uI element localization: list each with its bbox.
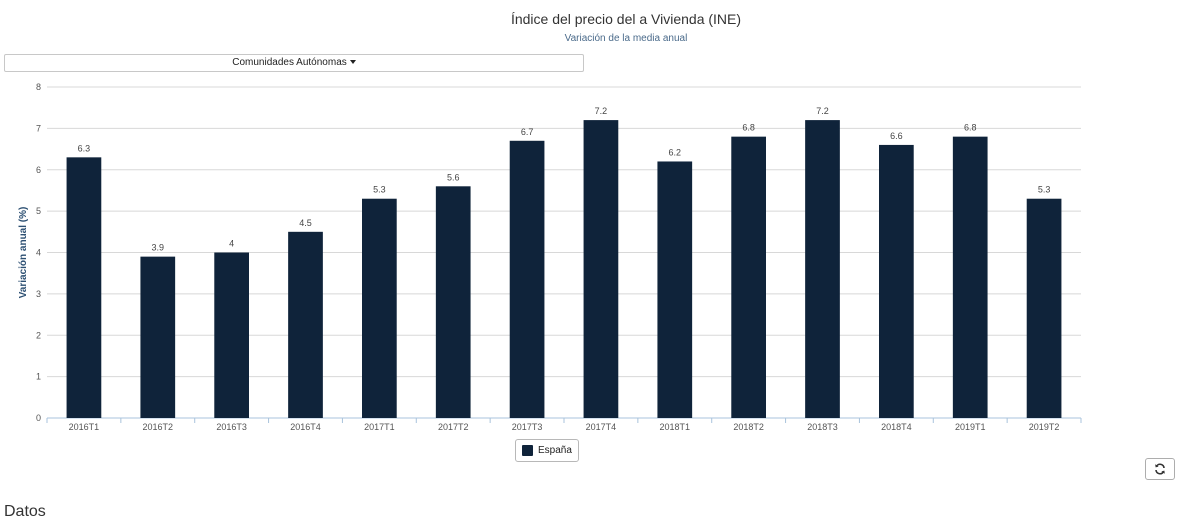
x-tick-label: 2016T3 (216, 422, 247, 432)
bar-chart: 0 1 2 3 4 5 6 7 8 6.3 2016T1 3.9 2016T2 4 2016T3 4.5 201… (18, 82, 1082, 432)
x-tick-label: 2018T4 (881, 422, 912, 432)
y-tick-label: 7 (36, 123, 41, 133)
refresh-icon (1155, 463, 1165, 475)
data-label: 5.3 (1038, 185, 1051, 195)
data-label: 6.8 (964, 123, 977, 133)
region-dropdown-label: Comunidades Autónomas (232, 57, 347, 68)
data-label: 4.5 (299, 218, 312, 228)
x-tick-label: 2018T2 (733, 422, 764, 432)
x-tick-label: 2016T4 (290, 422, 321, 432)
legend-label: España (538, 445, 572, 456)
x-tick-label: 2017T4 (586, 422, 617, 432)
caret-down-icon (349, 60, 356, 65)
datos-heading: Datos (4, 503, 46, 520)
bar (879, 144, 914, 419)
legend-swatch (522, 445, 533, 456)
data-label: 6.7 (521, 127, 534, 137)
y-tick-label: 0 (36, 413, 41, 423)
bar (362, 198, 397, 418)
x-tick-label: 2019T2 (1029, 422, 1060, 432)
bar (952, 136, 988, 418)
x-tick-label: 2018T1 (660, 422, 691, 432)
bar (657, 161, 693, 418)
y-tick-label: 4 (36, 248, 41, 258)
x-tick-label: 2016T2 (143, 422, 174, 432)
x-tick-label: 2016T1 (69, 422, 100, 432)
bar (509, 140, 545, 418)
x-tick-label: 2019T1 (955, 422, 986, 432)
refresh-button[interactable] (1145, 458, 1175, 480)
region-dropdown[interactable]: Comunidades Autónomas (4, 54, 584, 72)
y-tick-label: 2 (36, 330, 41, 340)
bar (435, 186, 471, 418)
bar (66, 157, 102, 418)
x-tick-label: 2017T1 (364, 422, 395, 432)
bar (140, 256, 176, 418)
data-label: 6.2 (669, 147, 682, 157)
bar (288, 231, 323, 418)
x-tick-label: 2017T3 (512, 422, 543, 432)
data-label: 7.2 (816, 106, 829, 116)
bar (214, 252, 249, 418)
x-tick-label: 2018T3 (807, 422, 838, 432)
bar (731, 136, 766, 418)
chart-subtitle: Variación de la media anual (564, 33, 688, 44)
x-tick-label: 2017T2 (438, 422, 469, 432)
data-label: 3.9 (152, 243, 165, 253)
bar (583, 120, 619, 418)
legend-item-espana[interactable]: España (515, 439, 579, 462)
data-label: 4 (229, 239, 234, 249)
y-tick-label: 6 (36, 165, 41, 175)
y-axis-title: Variación anual (%) (18, 207, 29, 299)
data-label: 7.2 (595, 106, 608, 116)
y-tick-label: 1 (36, 372, 41, 382)
bar (805, 120, 840, 418)
y-tick-label: 8 (36, 82, 41, 92)
bar (1026, 198, 1062, 418)
y-tick-label: 3 (36, 289, 41, 299)
data-label: 6.3 (78, 143, 91, 153)
data-label: 6.6 (890, 131, 903, 141)
data-label: 5.3 (373, 185, 386, 195)
data-label: 5.6 (447, 172, 460, 182)
y-tick-label: 5 (36, 206, 41, 216)
data-label: 6.8 (742, 123, 755, 133)
chart-title: Índice del precio del a Vivienda (INE) (510, 11, 742, 27)
